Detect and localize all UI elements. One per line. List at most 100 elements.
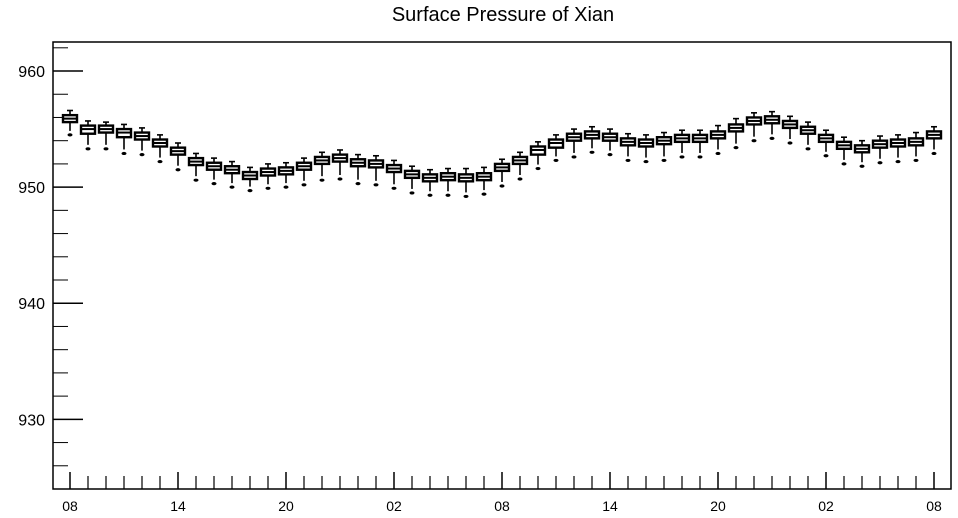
box <box>133 127 151 157</box>
box <box>187 152 205 182</box>
x-tick-label: 08 <box>62 498 78 514</box>
x-tick-label: 08 <box>926 498 942 514</box>
x-axis: 08 14 20 02 08 14 20 02 08 <box>62 472 942 514</box>
box <box>439 167 457 197</box>
box <box>781 115 799 145</box>
box-outlier <box>247 189 253 193</box>
plot-frame <box>52 41 952 490</box>
x-tick-label: 02 <box>386 498 402 514</box>
box <box>115 123 133 156</box>
box-outlier <box>319 178 325 182</box>
box-outlier <box>751 139 757 143</box>
box <box>799 121 817 151</box>
box-outlier <box>769 136 775 140</box>
box-outlier <box>139 153 145 157</box>
box <box>79 120 97 151</box>
box-outlier <box>841 162 847 166</box>
box-outlier <box>211 182 217 186</box>
box <box>205 157 223 186</box>
box <box>547 134 565 163</box>
box <box>601 128 619 157</box>
box <box>871 135 889 165</box>
box <box>349 153 367 186</box>
box <box>889 134 907 164</box>
box <box>619 132 637 163</box>
y-tick-label: 950 <box>18 180 45 197</box>
box <box>169 142 187 172</box>
x-tick-label: 14 <box>170 498 186 514</box>
box <box>907 131 925 163</box>
box-outlier <box>805 147 811 151</box>
box-outlier <box>733 146 739 150</box>
box <box>583 125 601 154</box>
box <box>673 129 691 159</box>
box <box>727 117 745 150</box>
box <box>97 121 115 151</box>
box <box>565 128 583 159</box>
box <box>421 168 439 197</box>
box <box>331 149 349 181</box>
box-outlier <box>121 151 127 156</box>
box <box>511 151 529 181</box>
box <box>745 112 763 143</box>
y-tick-label: 960 <box>18 64 45 81</box>
box-outlier <box>535 166 541 171</box>
box-outlier <box>607 153 613 157</box>
box <box>223 160 241 189</box>
box-outlier <box>85 147 91 151</box>
x-tick-label: 20 <box>278 498 294 514</box>
box <box>817 129 835 158</box>
box <box>367 154 385 187</box>
box-outlier <box>913 158 919 163</box>
box-outlier <box>859 164 865 168</box>
box <box>313 151 331 182</box>
box <box>151 134 169 164</box>
box-outlier <box>499 184 505 188</box>
box-outlier <box>67 133 73 137</box>
x-tick-label: 02 <box>818 498 834 514</box>
box-outlier <box>283 185 289 189</box>
box <box>763 110 781 140</box>
box-outlier <box>517 177 523 181</box>
y-tick-label: 940 <box>18 296 45 313</box>
box-outlier <box>445 193 451 197</box>
box <box>835 136 853 166</box>
x-tick-label: 14 <box>602 498 618 514</box>
box-outlier <box>697 155 703 159</box>
box-outlier <box>193 178 199 182</box>
box-outlier <box>355 182 361 186</box>
box <box>925 125 943 156</box>
box-outlier <box>589 150 595 154</box>
box-outlier <box>661 158 667 163</box>
box-outlier <box>427 193 433 197</box>
box <box>385 159 403 190</box>
box <box>241 166 259 193</box>
box-outlier <box>643 159 649 164</box>
box <box>493 158 511 188</box>
box-outlier <box>463 194 469 199</box>
box-outlier <box>553 158 559 163</box>
box-outlier <box>715 151 721 156</box>
box-series <box>61 109 943 199</box>
box-outlier <box>823 154 829 158</box>
box-outlier <box>571 155 577 159</box>
box-outlier <box>337 177 343 181</box>
box-outlier <box>679 155 685 159</box>
y-tick-label: 930 <box>18 412 45 429</box>
box-outlier <box>229 185 235 189</box>
box <box>691 129 709 159</box>
box-outlier <box>931 151 937 156</box>
y-axis: 930 940 950 960 <box>18 47 83 490</box>
box-outlier <box>481 192 487 196</box>
box <box>259 163 277 190</box>
box <box>475 166 493 196</box>
box <box>853 139 871 168</box>
box <box>403 165 421 195</box>
x-tick-label: 08 <box>494 498 510 514</box>
box-outlier <box>157 159 163 164</box>
box-outlier <box>103 147 109 151</box>
box-outlier <box>175 168 181 172</box>
box-outlier <box>625 158 631 163</box>
chart-title: Surface Pressure of Xian <box>391 4 615 26</box>
x-tick-label: 20 <box>710 498 726 514</box>
